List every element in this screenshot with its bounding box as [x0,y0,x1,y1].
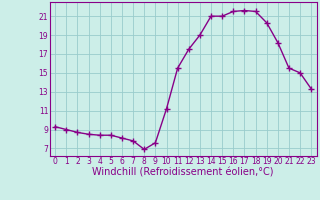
X-axis label: Windchill (Refroidissement éolien,°C): Windchill (Refroidissement éolien,°C) [92,168,274,178]
